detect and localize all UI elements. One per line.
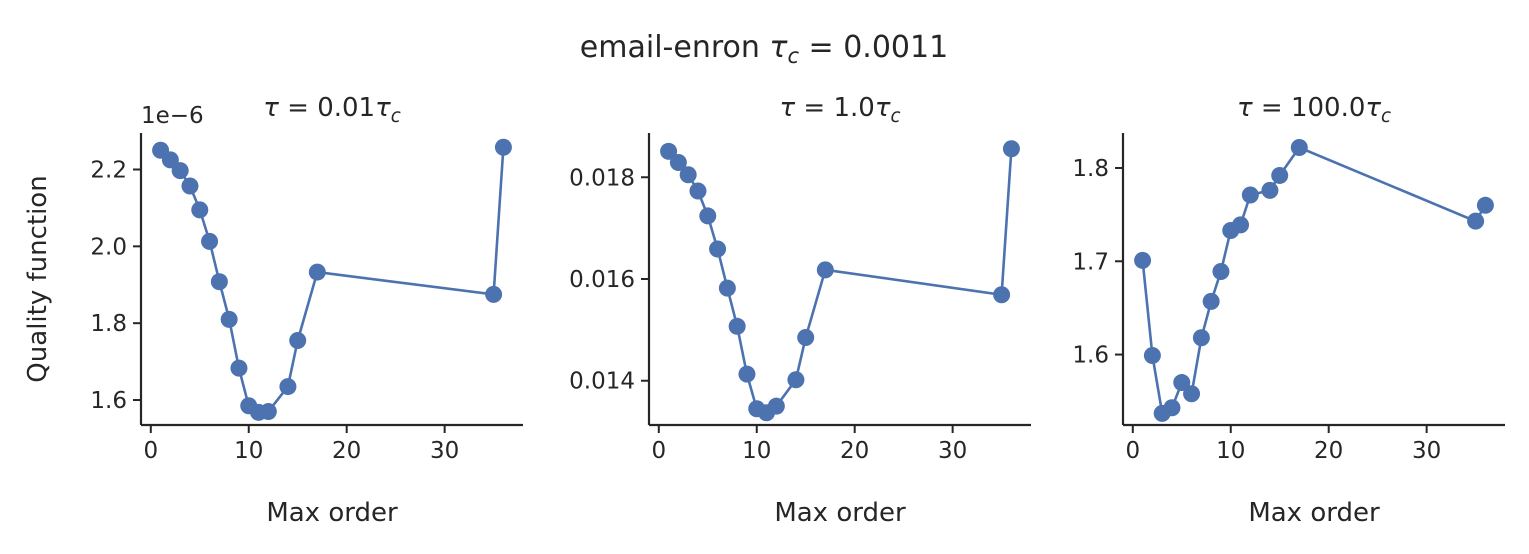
data-point	[1173, 374, 1191, 392]
subplot-title: τ = 100.0τc​	[1237, 93, 1391, 127]
data-point	[1163, 399, 1181, 417]
subplot-2: 0 10 20 30 0.014 0.016 0.018 τ = 1.0τc​ Max orde…	[569, 93, 1031, 528]
x-tick-label: 30	[1412, 438, 1441, 464]
subplot-title: τ = 1.0τc​	[780, 93, 901, 127]
x-axis-label: Max order	[1248, 498, 1380, 528]
x-tick-label: 10	[234, 438, 263, 464]
data-point	[689, 182, 707, 200]
data-point	[1192, 329, 1210, 347]
data-point	[220, 310, 238, 328]
data-point	[679, 166, 697, 184]
x-tick-label: 30	[430, 438, 459, 464]
data-point	[1134, 251, 1152, 269]
data-point	[485, 285, 503, 303]
data-point	[1212, 263, 1230, 281]
data-point	[171, 162, 189, 180]
data-point	[1183, 385, 1201, 403]
x-tick-label: 30	[938, 438, 967, 464]
data-point	[289, 331, 307, 349]
data-point	[259, 403, 277, 421]
x-tick-label: 20	[1314, 438, 1343, 464]
y-tick-label: 0.018	[569, 165, 635, 191]
data-point	[816, 261, 834, 279]
data-point	[1143, 346, 1161, 364]
x-tick-label: 10	[742, 438, 771, 464]
data-point	[738, 365, 756, 383]
y-tick-label: 1.6	[90, 388, 127, 414]
data-point	[709, 240, 727, 258]
x-axis-label: Max order	[266, 498, 398, 528]
x-tick-label: 10	[1216, 438, 1245, 464]
y-tick-label: 1.8	[1072, 156, 1109, 182]
x-tick-label: 20	[332, 438, 361, 464]
data-point	[660, 142, 678, 160]
data-point	[230, 359, 248, 377]
data-point	[181, 177, 199, 195]
y-tick-label: 1.7	[1072, 249, 1109, 275]
data-point	[797, 329, 815, 347]
data-point	[1261, 181, 1279, 199]
y-tick-label: 2.2	[90, 158, 127, 184]
data-point	[1202, 292, 1220, 310]
data-point	[699, 207, 717, 225]
y-tick-label: 0.016	[569, 267, 635, 293]
x-tick-label: 20	[840, 438, 869, 464]
x-axis-label: Max order	[774, 498, 906, 528]
data-point	[1476, 196, 1494, 214]
data-point	[1467, 212, 1485, 230]
data-point	[161, 151, 179, 169]
x-tick-label: 0	[143, 438, 158, 464]
data-point	[494, 138, 512, 156]
data-point	[787, 371, 805, 389]
data-point	[728, 317, 746, 335]
subplot-1: 0 10 20 30 1.6 1.8 2.0 2.2 1e−6 τ = 0.01τc​ Max or…	[23, 93, 523, 528]
series-line	[667, 148, 1013, 415]
y-tick-label: 2.0	[90, 234, 127, 260]
y-scale-offset-label: 1e−6	[141, 103, 204, 129]
data-point	[993, 286, 1011, 304]
data-point	[1290, 138, 1308, 156]
data-point	[1241, 186, 1259, 204]
x-tick-label: 0	[1125, 438, 1140, 464]
y-tick-label: 1.8	[90, 311, 127, 337]
data-point	[1271, 166, 1289, 184]
figure-suptitle: email-enron τc​ = 0.0011	[580, 30, 948, 68]
data-point	[669, 154, 687, 172]
subplot-title: τ = 0.01τc​	[263, 93, 401, 127]
data-point	[1002, 140, 1020, 158]
y-axis-label: Quality function	[23, 175, 53, 382]
series-line	[1141, 145, 1487, 416]
data-point	[279, 378, 297, 396]
data-point	[767, 397, 785, 415]
subplot-3: 0 10 20 30 1.6 1.7 1.8 τ = 100.0τc​ Max order	[1072, 93, 1505, 528]
data-point	[191, 201, 209, 219]
data-point	[308, 263, 326, 281]
data-point	[210, 273, 228, 291]
y-tick-label: 1.6	[1072, 343, 1109, 369]
x-tick-label: 0	[651, 438, 666, 464]
data-point	[718, 279, 736, 297]
data-point	[1232, 216, 1250, 234]
data-point	[201, 232, 219, 250]
y-tick-label: 0.014	[569, 369, 635, 395]
